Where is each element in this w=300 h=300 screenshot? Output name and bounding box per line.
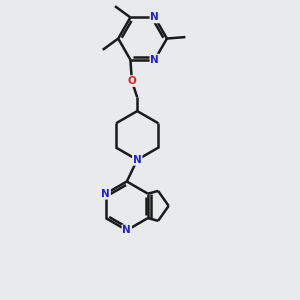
Text: N: N bbox=[101, 189, 110, 199]
Text: N: N bbox=[150, 55, 159, 64]
Text: N: N bbox=[150, 12, 159, 22]
Text: N: N bbox=[133, 155, 142, 165]
Text: N: N bbox=[122, 225, 131, 235]
Text: O: O bbox=[128, 76, 136, 86]
